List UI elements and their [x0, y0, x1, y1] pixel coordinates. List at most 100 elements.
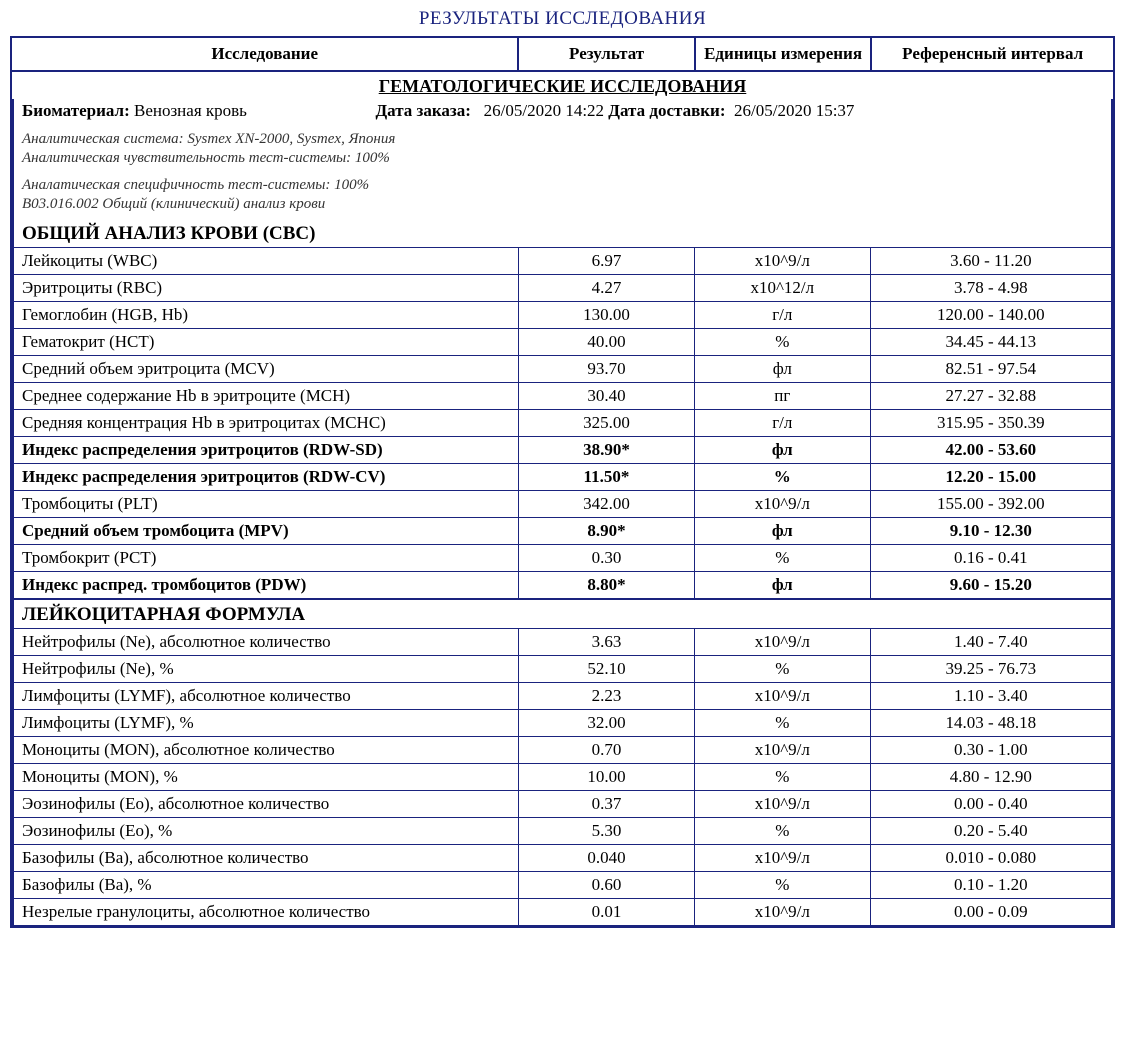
cell-unit: х10^9/л [694, 845, 870, 872]
table-row: Базофилы (Ba), %0.60%0.10 - 1.20 [13, 872, 1112, 899]
cell-unit: % [694, 329, 870, 356]
cell-name: Эритроциты (RBC) [13, 275, 519, 302]
order-date-label: Дата заказа: [375, 101, 470, 120]
cell-result: 4.27 [519, 275, 695, 302]
cell-name: Незрелые гранулоциты, абсолютное количес… [13, 899, 519, 926]
cell-ref: 0.10 - 1.20 [870, 872, 1112, 899]
cell-ref: 3.78 - 4.98 [870, 275, 1112, 302]
table-row: Гематокрит (HCT)40.00%34.45 - 44.13 [13, 329, 1112, 356]
table-row: Моноциты (MON), абсолютное количество0.7… [13, 737, 1112, 764]
cell-ref: 120.00 - 140.00 [870, 302, 1112, 329]
cell-unit: % [694, 764, 870, 791]
cell-result: 93.70 [519, 356, 695, 383]
cell-result: 0.30 [519, 545, 695, 572]
col-units: Единицы измерения [695, 37, 871, 71]
cell-unit: х10^9/л [694, 248, 870, 275]
meta-code: B03.016.002 Общий (клинический) анализ к… [22, 196, 1103, 213]
table-row: Индекс распределения эритроцитов (RDW-CV… [13, 464, 1112, 491]
cell-name: Базофилы (Ba), абсолютное количество [13, 845, 519, 872]
cell-name: Эозинофилы (Eo), % [13, 818, 519, 845]
cell-unit: х10^12/л [694, 275, 870, 302]
cell-result: 0.60 [519, 872, 695, 899]
cell-ref: 27.27 - 32.88 [870, 383, 1112, 410]
cell-unit: % [694, 545, 870, 572]
meta-system: Аналитическая система: Sysmex XN-2000, S… [22, 131, 1103, 148]
cell-result: 5.30 [519, 818, 695, 845]
leuk-table: Нейтрофилы (Ne), абсолютное количество3.… [12, 628, 1113, 926]
cell-ref: 155.00 - 392.00 [870, 491, 1112, 518]
cell-unit: х10^9/л [694, 629, 870, 656]
cell-name: Гемоглобин (HGB, Hb) [13, 302, 519, 329]
cell-unit: % [694, 872, 870, 899]
cell-unit: фл [694, 356, 870, 383]
cell-result: 40.00 [519, 329, 695, 356]
section-hematology: ГЕМАТОЛОГИЧЕСКИЕ ИССЛЕДОВАНИЯ [12, 72, 1113, 99]
cell-ref: 0.20 - 5.40 [870, 818, 1112, 845]
cell-unit: фл [694, 518, 870, 545]
cell-result: 325.00 [519, 410, 695, 437]
cell-ref: 0.30 - 1.00 [870, 737, 1112, 764]
cell-result: 32.00 [519, 710, 695, 737]
cell-name: Лимфоциты (LYMF), % [13, 710, 519, 737]
table-row: Нейтрофилы (Ne), абсолютное количество3.… [13, 629, 1112, 656]
cell-name: Тромбокрит (PCT) [13, 545, 519, 572]
cell-result: 342.00 [519, 491, 695, 518]
cell-unit: х10^9/л [694, 899, 870, 926]
table-row: Индекс распределения эритроцитов (RDW-SD… [13, 437, 1112, 464]
table-row: Средний объем тромбоцита (MPV)8.90*фл9.1… [13, 518, 1112, 545]
cell-unit: г/л [694, 302, 870, 329]
cell-ref: 14.03 - 48.18 [870, 710, 1112, 737]
cell-name: Моноциты (MON), % [13, 764, 519, 791]
table-row: Тромбоциты (PLT)342.00х10^9/л155.00 - 39… [13, 491, 1112, 518]
cell-name: Среднее содержание Hb в эритроците (MCH) [13, 383, 519, 410]
biomaterial-value: Венозная кровь [134, 101, 247, 120]
cell-name: Гематокрит (HCT) [13, 329, 519, 356]
cell-ref: 1.40 - 7.40 [870, 629, 1112, 656]
header-table: Исследование Результат Единицы измерения… [10, 36, 1115, 72]
cell-name: Тромбоциты (PLT) [13, 491, 519, 518]
cell-name: Моноциты (MON), абсолютное количество [13, 737, 519, 764]
cell-name: Нейтрофилы (Ne), абсолютное количество [13, 629, 519, 656]
cell-name: Эозинофилы (Eo), абсолютное количество [13, 791, 519, 818]
table-row: Незрелые гранулоциты, абсолютное количес… [13, 899, 1112, 926]
cell-unit: % [694, 710, 870, 737]
cell-name: Базофилы (Ba), % [13, 872, 519, 899]
cell-result: 6.97 [519, 248, 695, 275]
cell-result: 8.90* [519, 518, 695, 545]
cell-ref: 0.00 - 0.40 [870, 791, 1112, 818]
table-row: Эритроциты (RBC)4.27х10^12/л3.78 - 4.98 [13, 275, 1112, 302]
cell-result: 0.040 [519, 845, 695, 872]
table-row: Лимфоциты (LYMF), %32.00%14.03 - 48.18 [13, 710, 1112, 737]
cell-ref: 3.60 - 11.20 [870, 248, 1112, 275]
col-study: Исследование [11, 37, 518, 71]
table-row: Индекс распред. тромбоцитов (PDW)8.80*фл… [13, 572, 1112, 599]
cell-result: 8.80* [519, 572, 695, 599]
cell-unit: х10^9/л [694, 491, 870, 518]
cell-ref: 39.25 - 76.73 [870, 656, 1112, 683]
cell-result: 0.37 [519, 791, 695, 818]
cell-result: 38.90* [519, 437, 695, 464]
table-row: Эозинофилы (Eo), %5.30%0.20 - 5.40 [13, 818, 1112, 845]
info-block: Биоматериал: Венозная кровь Дата заказа:… [12, 99, 1113, 219]
cell-name: Лимфоциты (LYMF), абсолютное количество [13, 683, 519, 710]
cell-ref: 315.95 - 350.39 [870, 410, 1112, 437]
cell-unit: г/л [694, 410, 870, 437]
cell-result: 130.00 [519, 302, 695, 329]
cell-result: 10.00 [519, 764, 695, 791]
table-row: Среднее содержание Hb в эритроците (MCH)… [13, 383, 1112, 410]
cell-result: 52.10 [519, 656, 695, 683]
col-result: Результат [518, 37, 694, 71]
col-ref: Референсный интервал [871, 37, 1114, 71]
table-row: Лимфоциты (LYMF), абсолютное количество2… [13, 683, 1112, 710]
cell-name: Нейтрофилы (Ne), % [13, 656, 519, 683]
cell-result: 30.40 [519, 383, 695, 410]
cell-name: Индекс распределения эритроцитов (RDW-CV… [13, 464, 519, 491]
cell-result: 0.70 [519, 737, 695, 764]
cell-unit: х10^9/л [694, 791, 870, 818]
table-row: Базофилы (Ba), абсолютное количество0.04… [13, 845, 1112, 872]
cell-name: Средняя концентрация Hb в эритроцитах (M… [13, 410, 519, 437]
table-row: Моноциты (MON), %10.00%4.80 - 12.90 [13, 764, 1112, 791]
delivery-date-value: 26/05/2020 15:37 [734, 101, 854, 120]
cell-unit: пг [694, 383, 870, 410]
table-row: Эозинофилы (Eo), абсолютное количество0.… [13, 791, 1112, 818]
